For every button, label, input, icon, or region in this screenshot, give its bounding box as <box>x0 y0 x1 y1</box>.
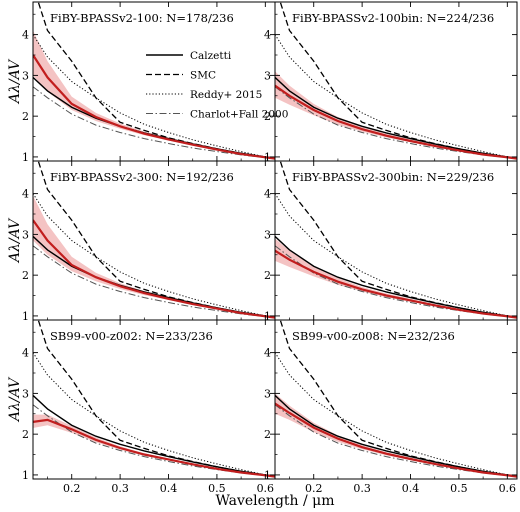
panel-title: SB99-v00-z008: N=232/236 <box>292 329 455 343</box>
y-tick-label: 3 <box>22 228 29 241</box>
curve-charlot-fall2000 <box>33 404 275 478</box>
panel-1: 1 2 3 4 FiBY-BPASSv2-100: N=178/236 Aλ/AV Calz… <box>7 1 288 164</box>
panel-2: 1 2 3 4 FiBY-BPASSv2-100bin: N=224/236 <box>264 1 518 164</box>
y-tick-label: 4 <box>22 188 29 201</box>
panel-frame <box>274 319 518 480</box>
y-tick-label: 2 <box>22 269 29 282</box>
curve-reddy2015 <box>275 193 517 319</box>
y-tick-label: 1 <box>22 310 29 323</box>
x-tick-label: 0.2 <box>305 482 323 495</box>
panel-title: FiBY-BPASSv2-100: N=178/236 <box>50 11 234 25</box>
uncertainty-band <box>275 238 517 318</box>
y-tick-label: 1 <box>264 310 271 323</box>
panel-title: FiBY-BPASSv2-100bin: N=224/236 <box>292 11 494 25</box>
uncertainty-band <box>33 195 275 318</box>
y-tick-label: 4 <box>264 188 271 201</box>
uncertainty-band <box>275 393 517 477</box>
panel-title: FiBY-BPASSv2-300: N=192/236 <box>50 170 234 184</box>
y-tick-label: 3 <box>264 69 271 82</box>
median-fit-curve <box>33 54 275 160</box>
y-tick-label: 1 <box>264 469 271 482</box>
curve-reddy2015 <box>275 352 517 478</box>
curve-reddy2015 <box>275 34 517 160</box>
y-tick-label: 4 <box>22 347 29 360</box>
x-tick-label: 0.4 <box>402 482 420 495</box>
legend-label: Reddy+ 2015 <box>190 89 262 101</box>
x-tick-label: 0.4 <box>160 482 178 495</box>
y-tick-label: 4 <box>264 347 271 360</box>
y-tick-label: 4 <box>264 29 271 42</box>
median-fit-curve <box>275 402 517 478</box>
curve-calzetti <box>275 76 517 159</box>
curve-calzetti <box>33 235 275 318</box>
y-axis-label: Aλ/AV <box>7 58 23 105</box>
y-tick-label: 2 <box>264 269 271 282</box>
y-tick-label: 3 <box>22 387 29 400</box>
panel-3: 1 2 3 4 FiBY-BPASSv2-300: N=192/236 Aλ/AV <box>7 160 276 323</box>
x-tick-label: 0.2 <box>63 482 81 495</box>
y-axis-label: Aλ/AV <box>7 376 23 423</box>
y-tick-label: 2 <box>264 110 271 123</box>
y-tick-label: 3 <box>264 387 271 400</box>
panel-title: FiBY-BPASSv2-300bin: N=229/236 <box>292 170 494 184</box>
curve-charlot-fall2000 <box>275 245 517 319</box>
y-tick-label: 2 <box>22 110 29 123</box>
curve-charlot-fall2000 <box>275 404 517 478</box>
curve-reddy2015 <box>33 352 275 478</box>
curve-reddy2015 <box>33 193 275 319</box>
median-fit-curve <box>33 219 275 319</box>
y-tick-label: 1 <box>22 469 29 482</box>
x-tick-label: 0.6 <box>257 482 275 495</box>
legend-label: SMC <box>190 70 216 82</box>
y-tick-label: 2 <box>264 428 271 441</box>
panel-title: SB99-v00-z002: N=233/236 <box>50 329 213 343</box>
uncertainty-band <box>275 71 517 159</box>
y-tick-label: 1 <box>264 151 271 164</box>
x-axis-label: Wavelength / μm <box>215 493 334 509</box>
panel-4: 1 2 3 4 FiBY-BPASSv2-300bin: N=229/236 <box>264 160 518 323</box>
legend: Calzetti SMC Reddy+ 2015 Charlot+Fall 2000 <box>146 50 288 121</box>
panel-6: 0.2 0.3 0.4 0.5 0.6 1 2 3 4 SB99-v00-z008: N=232/… <box>264 319 518 495</box>
x-tick-label: 0.3 <box>111 482 129 495</box>
x-tick-label: 0.3 <box>353 482 371 495</box>
legend-label: Charlot+Fall 2000 <box>190 109 288 121</box>
median-fit-curve <box>275 249 517 319</box>
y-tick-label: 3 <box>264 228 271 241</box>
y-tick-label: 1 <box>22 151 29 164</box>
curve-calzetti <box>275 394 517 477</box>
x-tick-label: 0.5 <box>208 482 226 495</box>
y-tick-label: 3 <box>22 69 29 82</box>
curve-reddy2015 <box>33 34 275 160</box>
curve-calzetti <box>33 394 275 477</box>
x-tick-label: 0.6 <box>499 482 517 495</box>
uncertainty-band <box>33 414 275 477</box>
x-tick-label: 0.5 <box>450 482 468 495</box>
curve-calzetti <box>275 235 517 318</box>
median-fit-curve <box>33 418 275 478</box>
median-fit-curve <box>275 84 517 160</box>
panel-frame <box>32 319 276 480</box>
y-tick-label: 4 <box>22 29 29 42</box>
legend-label: Calzetti <box>190 50 232 62</box>
curve-charlot-fall2000 <box>275 86 517 160</box>
y-tick-label: 2 <box>22 428 29 441</box>
y-axis-label: Aλ/AV <box>7 217 23 264</box>
